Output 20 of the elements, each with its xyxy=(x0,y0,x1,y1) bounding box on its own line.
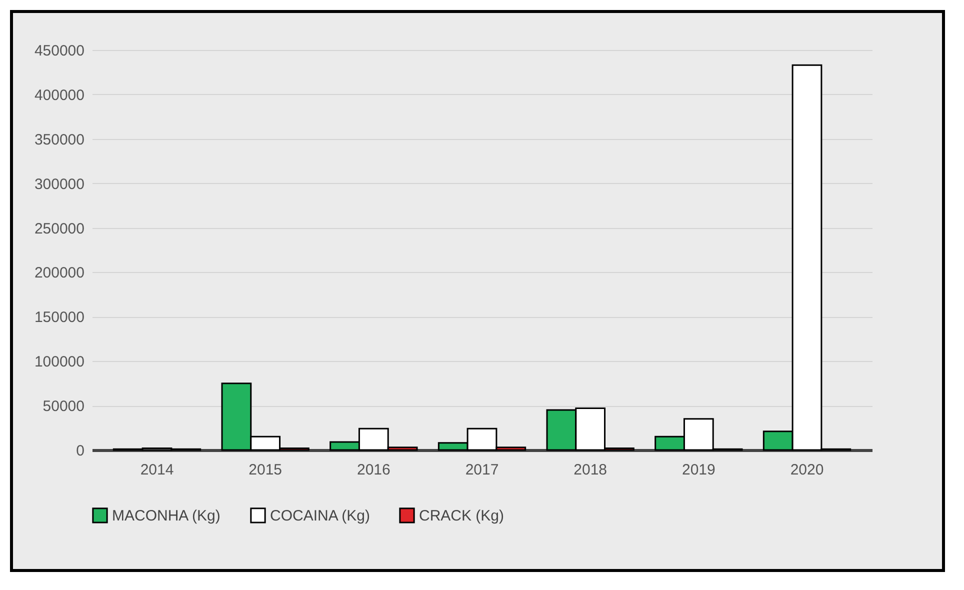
x-tick-label: 2015 xyxy=(248,462,282,478)
x-tick-label: 2017 xyxy=(465,462,499,478)
y-tick-label: 150000 xyxy=(34,309,84,326)
x-tick-label: 2014 xyxy=(140,462,174,478)
y-tick-label: 0 xyxy=(76,442,84,460)
x-tick-label: 2018 xyxy=(574,462,608,478)
x-tick-label: 2020 xyxy=(790,462,824,478)
y-tick-label: 350000 xyxy=(34,131,84,148)
legend-label: MACONHA (Kg) xyxy=(112,507,220,524)
y-tick-label: 200000 xyxy=(34,264,84,282)
y-tick-label: 250000 xyxy=(34,220,84,238)
legend-label: COCAINA (Kg) xyxy=(270,507,370,524)
y-tick-label: 50000 xyxy=(42,398,84,416)
y-tick-label: 450000 xyxy=(34,42,84,60)
y-tick-label: 100000 xyxy=(34,354,84,371)
y-tick-label: 400000 xyxy=(34,86,84,104)
x-tick-label: 2019 xyxy=(682,462,716,478)
y-tick-label: 300000 xyxy=(34,176,84,193)
x-tick-label: 2016 xyxy=(356,462,390,478)
legend-label: CRACK (Kg) xyxy=(419,507,504,524)
